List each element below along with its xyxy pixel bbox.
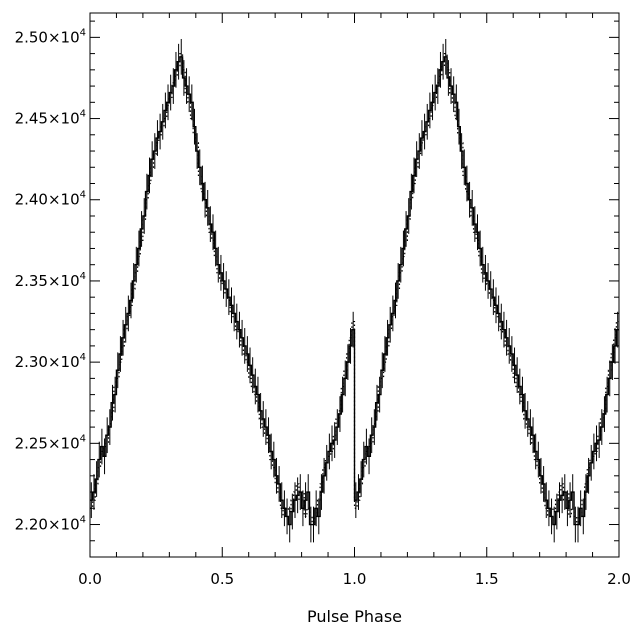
- y-tick-label: 2.20×104: [15, 515, 86, 534]
- series-line-dotted: [90, 53, 619, 526]
- x-tick-label: 1.0: [343, 570, 367, 588]
- x-axis-title: Pulse Phase: [307, 607, 402, 626]
- plot-frame: [89, 12, 620, 558]
- y-tick-label: 2.30×104: [15, 352, 86, 371]
- y-tick-label: 2.50×104: [15, 27, 86, 46]
- y-tick-label: 2.40×104: [15, 190, 86, 209]
- x-tick-labels: 0.0 0.5 1.0 1.5 2.0: [78, 570, 631, 588]
- y-tick-label: 2.35×104: [15, 271, 86, 290]
- y-tick-label: 2.25×104: [15, 433, 86, 452]
- series-line-solid: [90, 56, 619, 526]
- x-tick-label: 0.0: [78, 570, 102, 588]
- x-tick-label: 2.0: [607, 570, 631, 588]
- x-tick-label: 1.5: [475, 570, 499, 588]
- series-layer: [90, 38, 619, 543]
- x-tick-label: 0.5: [210, 570, 234, 588]
- y-tick-label: 2.45×104: [15, 109, 86, 128]
- y-tick-labels: 2.20×104 2.25×104 2.30×104 2.35×104 2.40×104…: [15, 27, 86, 533]
